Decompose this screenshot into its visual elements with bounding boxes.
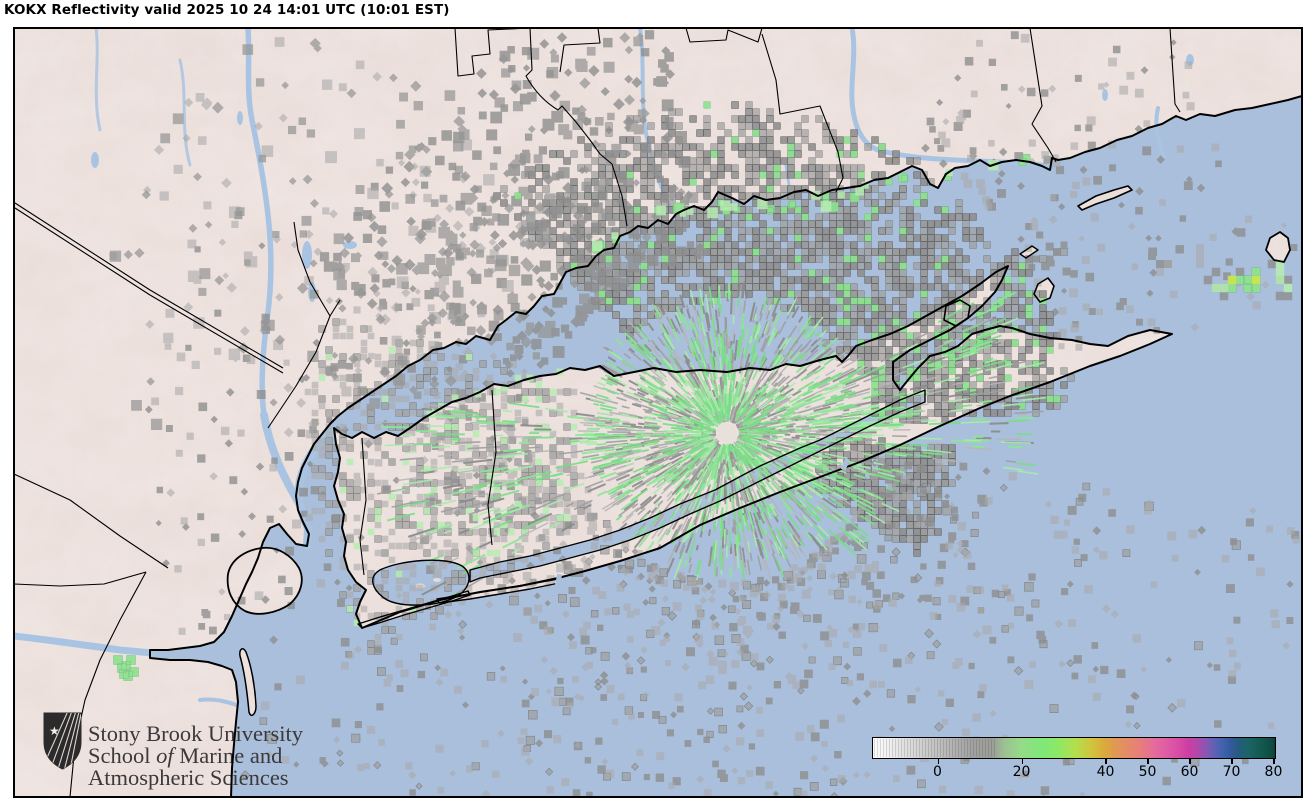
raritan-river	[14, 632, 156, 657]
ny-nj-border	[14, 207, 284, 374]
connecticut-river	[849, 28, 1051, 169]
ny-ct-border	[525, 28, 628, 227]
colorbar-tick-label: 20	[1012, 764, 1031, 780]
colorbar-tick-label: 80	[1264, 764, 1283, 780]
queens-nassau-line	[359, 437, 367, 576]
colorbar-tick-label: 40	[1096, 764, 1115, 780]
shield-rays-icon	[45, 713, 81, 769]
colorbar-tick-mark	[1231, 759, 1233, 764]
colorbar-tick-mark	[937, 759, 939, 764]
logo-shield	[43, 712, 82, 770]
clutter-spokes-5	[387, 286, 1037, 580]
colorbar-discrete-stripes	[874, 739, 995, 757]
page-title: KOKX Reflectivity valid 2025 10 24 14:01…	[4, 2, 450, 18]
somas-logo: ★ Stony Brook University School of Marin…	[43, 712, 304, 790]
logo-text: Stony Brook University School of Marine …	[88, 721, 304, 790]
ny-nj-border	[14, 202, 284, 369]
logo-line-1: Stony Brook University	[88, 721, 304, 746]
hudson-river	[245, 28, 274, 418]
map-border	[13, 27, 1303, 798]
colorbar-tick-mark	[1105, 759, 1107, 764]
colorbar-tick-label: 50	[1138, 764, 1157, 780]
clutter-cells-grnY	[1227, 275, 1261, 285]
nassau-suffolk-line	[487, 389, 497, 546]
stream	[94, 28, 102, 132]
stream	[178, 58, 192, 167]
thames-river	[1154, 106, 1166, 158]
logo-line-3: Atmospheric Sciences	[88, 765, 289, 790]
state-county-boundaries	[14, 28, 1181, 797]
radar-site-dot	[717, 423, 737, 443]
ct-ri-border	[1169, 28, 1181, 113]
colorbar-tick-label: 0	[933, 764, 942, 780]
rivers-and-lakes	[14, 28, 1194, 708]
coastlines	[14, 28, 1302, 797]
colorbar-tick-mark	[1189, 759, 1191, 764]
colorbar-tick-label: 60	[1180, 764, 1199, 780]
colorbar-tick-label: 70	[1222, 764, 1241, 780]
reflectivity-colorbar: 0 20 40 50 60 70 80	[872, 737, 1282, 780]
colorbar-tick-mark	[1147, 759, 1149, 764]
shield-star-icon: ★	[49, 724, 60, 738]
colorbar-tick-mark	[1021, 759, 1023, 764]
colorbar-tick-mark	[1273, 759, 1275, 764]
colorbar-gradient	[872, 737, 1276, 759]
radar-clutter-echoes	[109, 30, 1300, 797]
logo-line-2: School of Marine and	[88, 743, 282, 768]
